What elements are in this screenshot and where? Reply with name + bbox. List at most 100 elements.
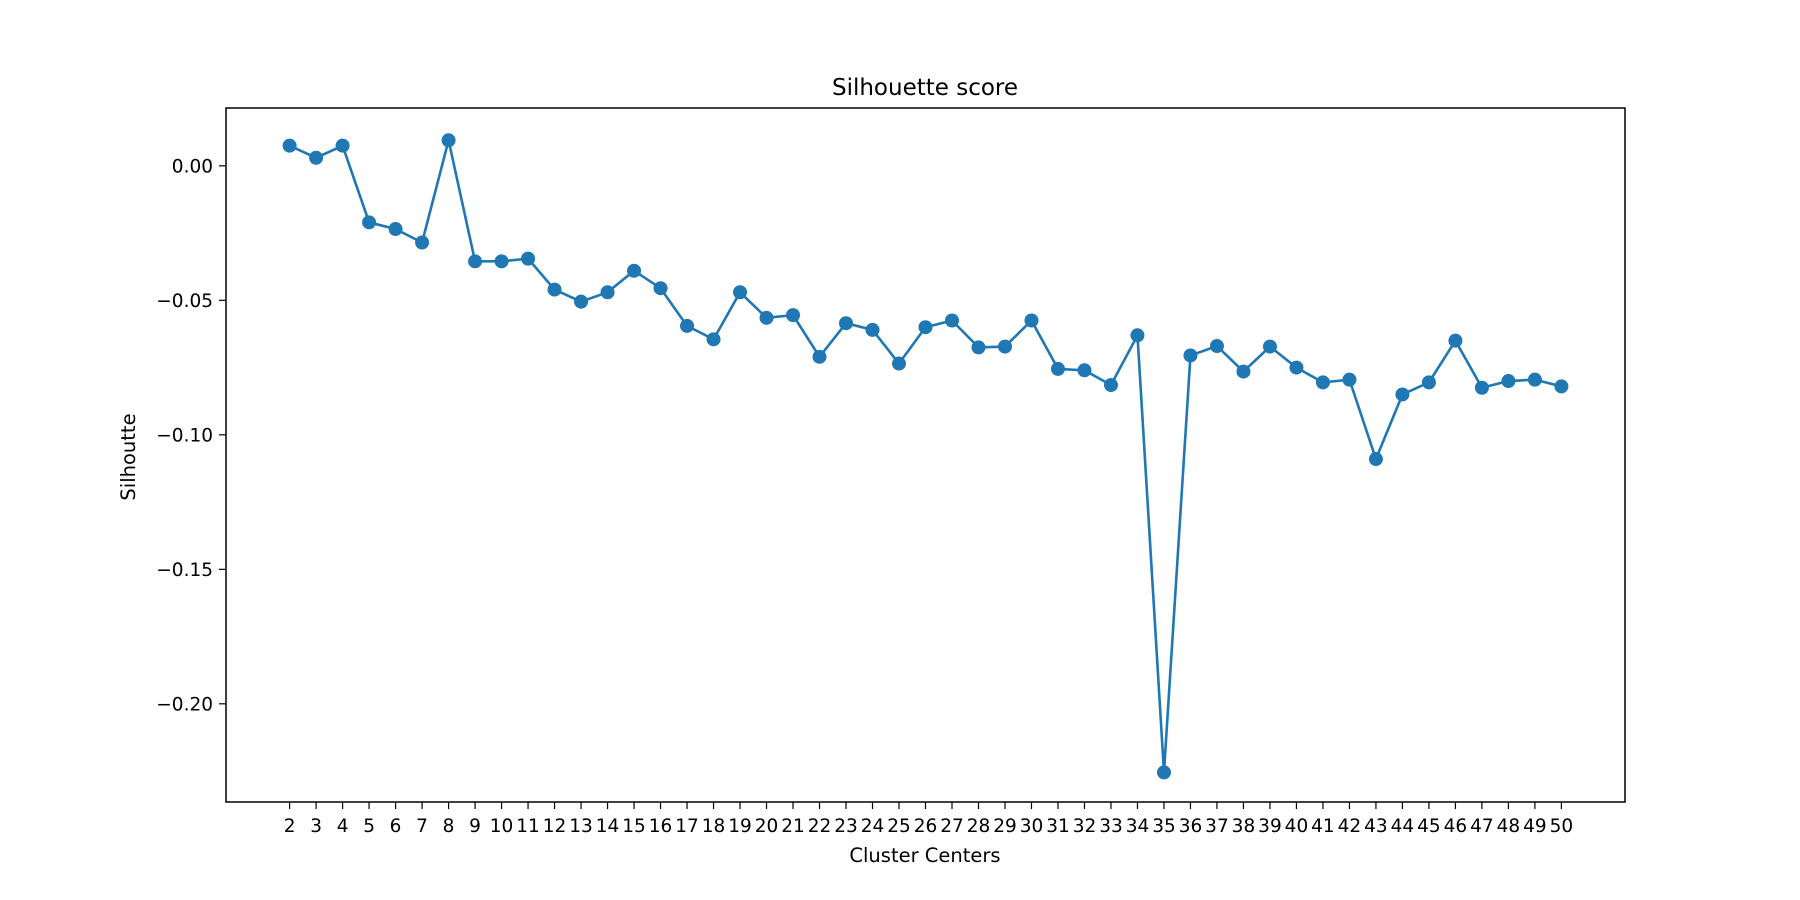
x-tick-label: 17 — [675, 816, 699, 837]
data-point — [282, 138, 297, 153]
data-point — [415, 235, 430, 250]
data-point — [680, 318, 695, 333]
y-tick-label: −0.10 — [156, 425, 213, 446]
data-point — [944, 313, 959, 328]
data-point — [388, 222, 403, 237]
x-tick-label: 38 — [1232, 816, 1256, 837]
data-point — [1156, 765, 1171, 780]
data-point — [1024, 313, 1039, 328]
data-point — [918, 320, 933, 335]
series-silhouette — [282, 133, 1569, 780]
x-tick-label: 48 — [1497, 816, 1521, 837]
data-point — [362, 215, 377, 230]
x-axis-ticks: 2 3 4 5 6 7 8 9 10 11 12 13 14 15 16 17 18 19 20 21 22 23 24 25… — [284, 802, 1573, 837]
data-point — [309, 150, 324, 165]
data-point — [1262, 339, 1277, 354]
data-point — [1474, 380, 1489, 395]
data-point — [865, 322, 880, 337]
x-tick-label: 6 — [390, 816, 402, 837]
x-tick-label: 7 — [416, 816, 428, 837]
x-tick-label: 20 — [755, 816, 779, 837]
x-tick-label: 28 — [967, 816, 991, 837]
x-tick-label: 41 — [1311, 816, 1335, 837]
data-point — [971, 340, 986, 355]
x-tick-label: 49 — [1523, 816, 1547, 837]
data-point — [1209, 339, 1224, 354]
x-tick-label: 24 — [861, 816, 885, 837]
data-point — [1183, 348, 1198, 363]
x-tick-label: 47 — [1470, 816, 1494, 837]
x-tick-label: 21 — [781, 816, 805, 837]
y-tick-label: −0.20 — [156, 694, 213, 715]
data-point — [468, 254, 483, 269]
x-tick-label: 33 — [1099, 816, 1123, 837]
x-tick-label: 50 — [1550, 816, 1574, 837]
x-tick-label: 27 — [940, 816, 964, 837]
x-tick-label: 2 — [284, 816, 296, 837]
x-tick-label: 13 — [569, 816, 593, 837]
x-tick-label: 10 — [490, 816, 514, 837]
data-point — [574, 294, 589, 309]
x-tick-label: 25 — [887, 816, 911, 837]
data-point — [1050, 361, 1065, 376]
data-point — [1130, 328, 1145, 343]
x-tick-label: 31 — [1046, 816, 1070, 837]
data-point — [600, 285, 615, 300]
data-point — [627, 263, 642, 278]
data-point — [786, 308, 801, 323]
x-tick-label: 26 — [914, 816, 938, 837]
data-point — [1289, 360, 1304, 375]
y-tick-label: −0.05 — [156, 291, 213, 312]
data-point — [839, 316, 854, 331]
data-point — [1554, 379, 1569, 394]
x-tick-label: 22 — [808, 816, 832, 837]
data-point — [1501, 374, 1516, 389]
data-point — [1421, 375, 1436, 390]
data-point — [653, 281, 668, 296]
data-point — [1395, 387, 1410, 402]
data-point — [1103, 378, 1118, 393]
x-tick-label: 37 — [1205, 816, 1229, 837]
data-point — [733, 285, 748, 300]
x-tick-label: 11 — [516, 816, 540, 837]
x-tick-label: 16 — [649, 816, 673, 837]
x-tick-label: 12 — [543, 816, 567, 837]
x-tick-label: 23 — [834, 816, 858, 837]
data-point — [1368, 452, 1383, 467]
y-axis-ticks: 0.00 −0.05 −0.10 −0.15 −0.20 — [156, 156, 226, 715]
data-point — [812, 349, 827, 364]
x-tick-label: 29 — [993, 816, 1017, 837]
x-tick-label: 30 — [1020, 816, 1044, 837]
x-tick-label: 3 — [310, 816, 322, 837]
chart-title: Silhouette score — [832, 75, 1018, 101]
data-point — [335, 138, 350, 153]
data-point — [1077, 363, 1092, 378]
data-point — [1342, 372, 1357, 387]
x-tick-label: 18 — [702, 816, 726, 837]
x-tick-label: 36 — [1179, 816, 1203, 837]
data-point — [521, 251, 536, 266]
x-tick-label: 34 — [1126, 816, 1150, 837]
x-tick-label: 4 — [337, 816, 349, 837]
x-tick-label: 44 — [1391, 816, 1415, 837]
y-tick-label: −0.15 — [156, 560, 213, 581]
data-point — [892, 356, 907, 371]
data-point — [706, 332, 721, 347]
data-point — [547, 282, 562, 297]
plot-frame — [225, 107, 1626, 803]
x-tick-label: 45 — [1417, 816, 1441, 837]
x-tick-label: 9 — [469, 816, 481, 837]
y-axis-label: Silhoutte — [117, 413, 140, 500]
data-point — [759, 310, 774, 325]
data-point — [441, 133, 456, 148]
data-point — [1236, 364, 1251, 379]
x-tick-label: 14 — [596, 816, 620, 837]
data-point — [1315, 375, 1330, 390]
x-tick-label: 8 — [443, 816, 455, 837]
x-tick-label: 42 — [1338, 816, 1362, 837]
x-tick-label: 32 — [1073, 816, 1097, 837]
data-point — [997, 339, 1012, 354]
data-point — [1448, 333, 1463, 348]
x-tick-label: 46 — [1444, 816, 1468, 837]
